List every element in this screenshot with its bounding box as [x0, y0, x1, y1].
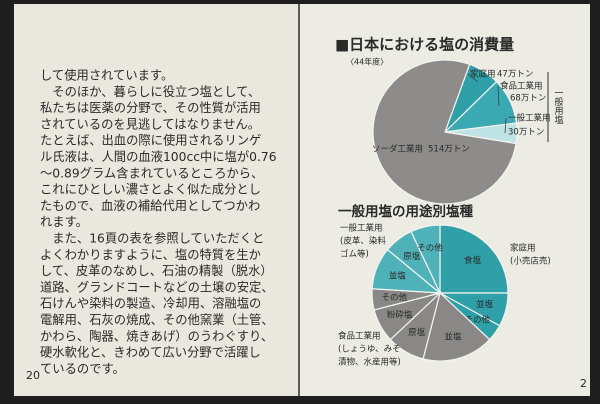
annotation: 一般用塩: [553, 88, 564, 124]
body-text: また、16頁の表を参照していただくと: [40, 231, 264, 246]
slice-label: 並塩: [476, 299, 494, 310]
body-text: 電解用、石灰の焼成、その他窯業（土管、: [40, 312, 274, 327]
body-text: 硬水軟化と、きわめて広い分野で活躍し: [40, 345, 261, 360]
pie-slice: [439, 224, 509, 294]
leader-line: [467, 73, 478, 82]
page-number: 2: [580, 377, 587, 390]
slice-label: 並塩: [389, 271, 407, 282]
body-text: 私たちは医薬の分野で、その性質が活用: [40, 100, 261, 115]
group-label: 漬物、水産用等): [338, 357, 401, 368]
chart-title: 一般用塩の用途別塩種: [338, 203, 473, 220]
slice-label: 食塩: [464, 255, 482, 266]
slice-label: 原塩: [403, 251, 421, 262]
body-text: これにひとしい濃さとよく似た成分とし: [40, 183, 261, 197]
body-text: 道路、グランドコートなどの土壌の安定、: [40, 279, 274, 294]
body-text: よくわかりますように、塩の特質を生か: [40, 247, 261, 262]
slice-label: 食品工業用: [500, 81, 543, 92]
pie-slice: [410, 224, 441, 294]
left-page: [14, 4, 298, 396]
group-label: (しょうゆ、みそ: [338, 345, 401, 355]
group-label: (小売店売): [510, 256, 551, 267]
slice-label: 並塩: [444, 332, 462, 343]
body-text: 石けんや染料の製造、冷却用、溶融塩の: [40, 296, 261, 311]
pie-slice: [422, 291, 491, 362]
slice-label: 一般工業用: [508, 113, 551, 124]
slice-label: 原塩: [408, 327, 426, 338]
slice-label: 粉砕塩: [387, 310, 413, 321]
value-label: 30万トン: [508, 128, 544, 138]
value-label: 68万トン: [510, 94, 546, 104]
group-label: 食品工業用: [338, 331, 381, 342]
value-label: 47万トン: [497, 70, 533, 80]
body-text: たとえば、出血の際に使用されるリンゲ: [40, 133, 261, 148]
body-text: して使用されています。: [40, 68, 173, 83]
slice-label: その他: [381, 292, 407, 303]
group-label: (皮革、染料: [340, 236, 386, 247]
group-label: 家庭用: [510, 243, 536, 254]
body-text: されているのを見逃してはなりません。: [40, 117, 260, 131]
slice-label: その他: [417, 243, 443, 254]
chart-title: ■日本における塩の消費量: [335, 36, 514, 54]
body-text: ているのです。: [40, 362, 125, 376]
body-text: ル氏液は、人間の血液100cc中に塩が0.76: [40, 149, 277, 164]
body-text: たもので、血液の補給代用としてつかわ: [40, 198, 260, 213]
group-label: 一般工業用: [340, 223, 383, 234]
body-text: かわら、陶器、焼きあげ）のうわぐすり、: [40, 328, 273, 343]
chart-subtitle: 〈44年度〉: [346, 57, 388, 67]
group-label: ゴム等): [340, 249, 369, 260]
body-text: ～0.89グラム含まれているところから、: [40, 165, 263, 180]
body-text: して、皮革のなめし、石油の精製（脱水）: [40, 263, 273, 278]
leader-line: [504, 117, 507, 134]
pie-slice: [372, 59, 517, 205]
page-number: 20: [26, 369, 40, 382]
slice-label: 家庭用: [470, 69, 496, 80]
value-label: 514万トン: [428, 145, 470, 155]
slice-label: ソーダ工業用: [372, 144, 423, 155]
body-text: れます。: [40, 215, 88, 229]
leader-line: [497, 85, 500, 106]
body-text: そのほか、暮らしに役立つ塩として、: [40, 84, 260, 99]
slice-label: その他: [464, 315, 490, 326]
